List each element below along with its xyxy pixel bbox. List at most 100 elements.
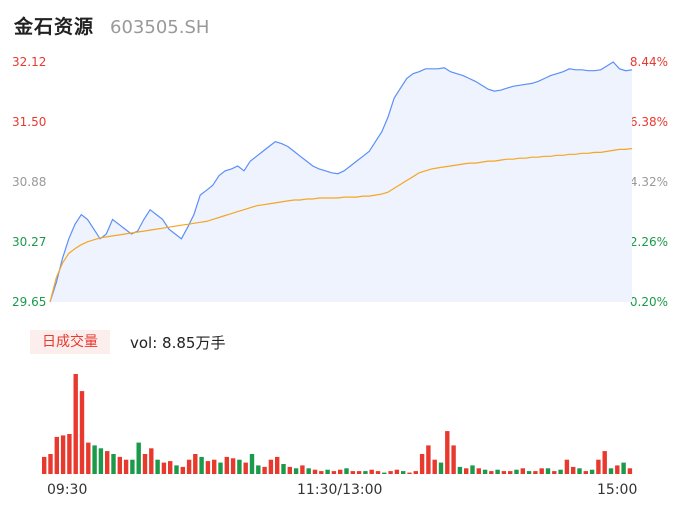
volume-bar	[117, 456, 122, 474]
volume-bar	[287, 466, 292, 474]
volume-bar	[193, 454, 198, 474]
volume-bar	[186, 459, 192, 474]
volume-bar	[363, 471, 368, 474]
time-tick-mid: 11:30/13:00	[297, 482, 383, 498]
volume-bar	[571, 466, 576, 474]
volume-bar	[199, 456, 204, 474]
volume-bar	[382, 472, 387, 474]
volume-bar	[451, 445, 456, 474]
volume-bar	[161, 462, 167, 474]
volume-bar	[205, 461, 211, 474]
volume-bar	[608, 468, 614, 474]
volume-bar	[319, 471, 324, 474]
volume-bar	[558, 469, 563, 474]
volume-bar	[407, 472, 412, 474]
price-tick-2: 31.50	[12, 115, 47, 129]
volume-bars	[42, 374, 633, 474]
price-tick-3: 30.88	[12, 175, 47, 189]
volume-bar	[325, 469, 330, 474]
volume-bar	[230, 458, 236, 474]
volume-bar	[79, 391, 85, 474]
volume-bar	[464, 468, 469, 474]
volume-bar	[262, 466, 267, 474]
time-tick-close: 15:00	[597, 482, 638, 498]
volume-bar	[356, 471, 362, 474]
volume-bar	[602, 451, 607, 474]
price-area	[50, 62, 632, 302]
price-tick-1: 32.12	[12, 55, 47, 69]
volume-bar	[589, 469, 595, 474]
volume-bar	[237, 459, 242, 474]
volume-bar	[224, 456, 229, 474]
volume-bar	[86, 442, 91, 474]
volume-bar	[306, 468, 311, 474]
volume-bar	[419, 454, 425, 474]
volume-bar	[564, 459, 570, 474]
volume-bar	[73, 374, 78, 474]
volume-bar	[281, 464, 286, 474]
volume-bar	[577, 468, 582, 474]
volume-bar	[344, 468, 349, 474]
volume-bar	[426, 445, 431, 474]
volume-bar	[168, 461, 173, 474]
pct-tick-2: 6.38%	[629, 115, 668, 129]
volume-bar	[495, 469, 500, 474]
volume-bar	[388, 471, 393, 474]
volume-bar	[394, 469, 400, 474]
volume-bar	[489, 471, 494, 474]
volume-bar	[123, 459, 129, 474]
price-line	[49, 61, 633, 303]
volume-bar	[268, 459, 274, 474]
volume-bar	[111, 454, 116, 474]
volume-bar	[457, 466, 463, 474]
volume-bar	[92, 445, 97, 474]
volume-bar	[552, 471, 557, 474]
volume-bar	[476, 468, 481, 474]
volume-bar	[369, 469, 374, 474]
volume-bar	[445, 431, 450, 474]
volume-bar	[470, 465, 475, 474]
volume-bar	[432, 459, 437, 474]
volume-bar	[48, 454, 53, 474]
volume-bar	[331, 471, 337, 474]
volume-bar	[293, 468, 299, 474]
volume-bar	[130, 459, 135, 474]
price-tick-5: 29.65	[12, 295, 47, 309]
volume-bar	[149, 448, 154, 474]
volume-bar	[482, 469, 488, 474]
volume-bar	[142, 454, 148, 474]
time-tick-open: 09:30	[47, 482, 88, 498]
pct-tick-3: 4.32%	[629, 175, 668, 189]
volume-bar	[249, 454, 255, 474]
volume-bar	[98, 448, 104, 474]
volume-bar	[136, 442, 141, 474]
volume-bar	[212, 459, 217, 474]
volume-bar	[375, 471, 381, 474]
volume-bar	[401, 471, 406, 474]
stock-code: 603505.SH	[110, 17, 210, 38]
volume-bar	[105, 451, 110, 474]
volume-tab[interactable]: 日成交量	[30, 330, 110, 354]
volume-bar	[520, 468, 525, 474]
pct-tick-4: 2.26%	[629, 235, 668, 249]
volume-bar	[596, 459, 601, 474]
volume-bar	[54, 436, 59, 474]
volume-bar	[218, 462, 223, 474]
volume-bar	[60, 435, 66, 474]
volume-bar	[545, 468, 551, 474]
pct-tick-5: 0.20%	[629, 295, 668, 309]
volume-bar	[42, 456, 47, 474]
volume-bar	[338, 469, 343, 474]
volume-bar	[300, 465, 305, 474]
volume-bar	[501, 471, 507, 474]
volume-bar	[438, 462, 444, 474]
volume-bar	[615, 465, 620, 474]
volume-bar	[256, 465, 261, 474]
volume-value: vol: 8.85万手	[130, 334, 226, 352]
volume-bar	[312, 469, 318, 474]
volume-bar	[350, 471, 355, 474]
volume-bar	[67, 434, 72, 474]
volume-bar	[539, 468, 544, 474]
pct-tick-1: 8.44%	[629, 55, 668, 69]
